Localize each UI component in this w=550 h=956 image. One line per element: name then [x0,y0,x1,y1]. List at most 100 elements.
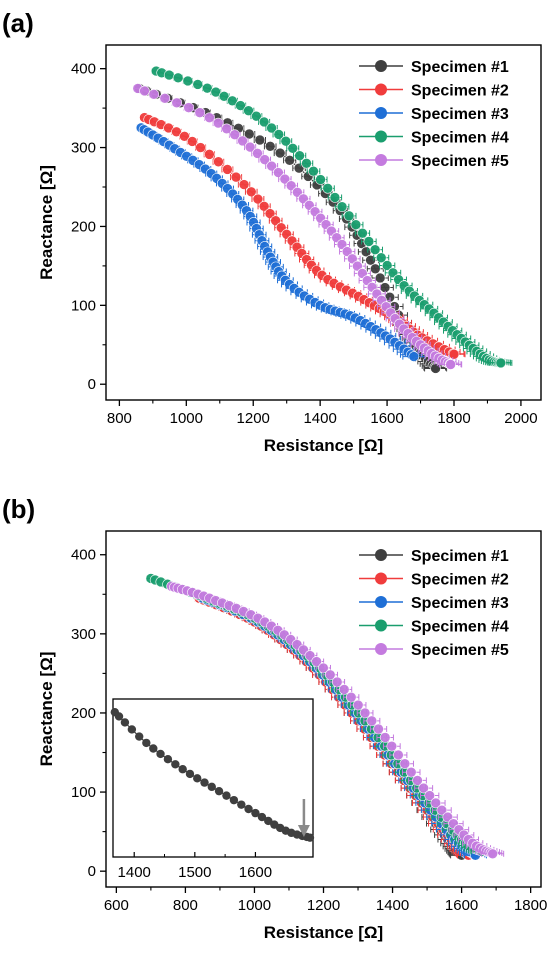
inset-data-point [127,725,137,734]
legend-marker [375,130,387,143]
data-point [251,110,262,122]
panel-a-label: (a) [2,8,34,38]
x-tick-label: 1600 [445,897,478,914]
data-point [308,165,319,177]
data-point [254,134,266,146]
legend-marker [375,596,387,608]
legend-label: Specimen #4 [411,619,509,636]
legend-marker [375,60,387,72]
inset-data-point [142,738,151,748]
x-tick-label: 1000 [238,897,271,914]
inset-x-tick-label: 1600 [239,864,272,881]
y-axis-title: Reactance [Ω] [37,165,56,280]
data-point [418,782,429,794]
series-4 [150,65,513,369]
legend-label: Specimen #1 [411,59,509,76]
inset-data-point [171,760,180,769]
x-tick-label: 600 [104,897,129,914]
x-tick-label: 1400 [376,897,409,914]
data-point [258,116,270,128]
y-tick-label: 0 [88,376,96,393]
legend-marker [375,107,387,119]
data-point [266,122,277,134]
data-point [171,126,182,138]
inset-x-tick-label: 1500 [178,864,211,881]
x-tick-label: 1200 [307,897,340,914]
inset-data-point [222,791,231,800]
data-point [213,156,224,168]
x-tick-label: 800 [107,410,132,427]
legend-label: Specimen #2 [411,83,509,100]
data-point [365,254,376,266]
data-point [363,236,375,247]
inset-data-point [244,804,253,814]
data-point [186,136,198,147]
data-point [148,88,160,100]
x-tick-label: 1800 [437,410,470,427]
data-point [243,128,255,140]
data-point [212,117,224,129]
inset-data-point [114,712,124,721]
legend-label: Specimen #5 [411,642,509,659]
inset-data-point [257,812,267,822]
data-point [373,723,384,735]
y-tick-label: 400 [71,547,96,564]
inset-data-point [163,755,173,764]
data-point [264,208,276,219]
inset-data-point [135,732,144,741]
data-point [270,215,281,227]
data-point [259,154,271,165]
data-point [352,260,363,272]
legend-marker [375,154,387,166]
data-point [369,244,381,256]
x-tick-label: 1600 [370,410,403,427]
inset-data-point [264,816,273,826]
data-point [204,149,215,160]
y-tick-label: 300 [71,140,96,157]
data-point [264,141,276,152]
inset-data-point [156,749,165,759]
data-point [430,363,441,374]
legend-label: Specimen #2 [411,572,509,589]
inset-data-point [251,808,260,818]
data-point [245,186,257,198]
legend-label: Specimen #4 [411,130,509,147]
data-point [195,142,206,153]
data-point [374,272,386,284]
data-point [273,129,285,140]
legend-marker [375,572,387,585]
series-5 [166,581,505,860]
inset-data-point [237,800,246,809]
data-point [386,740,398,752]
data-point [369,263,381,275]
data-point [182,75,194,87]
data-point [301,158,312,169]
data-point [172,72,184,84]
x-tick-label: 2000 [504,410,537,427]
data-point [352,699,364,711]
x-tick-label: 1200 [237,410,270,427]
y-tick-label: 200 [71,218,96,235]
data-point [424,790,436,801]
series-5 [132,83,463,370]
data-point [379,732,391,743]
data-point [229,129,241,141]
data-point [381,260,393,271]
y-tick-label: 100 [71,297,96,314]
inset-data-point [120,718,130,727]
inset-data-point [193,774,202,783]
data-point [192,79,204,90]
data-point [284,155,295,166]
data-point [366,715,378,727]
data-point [194,107,206,118]
data-point [487,848,498,860]
data-point [238,179,250,190]
inset-series [110,707,315,842]
data-point [336,201,348,213]
series-2 [139,112,466,360]
data-point [359,707,371,719]
inset-x-tick-label: 1400 [118,864,151,881]
data-point [139,85,150,97]
y-tick-label: 200 [71,705,96,722]
